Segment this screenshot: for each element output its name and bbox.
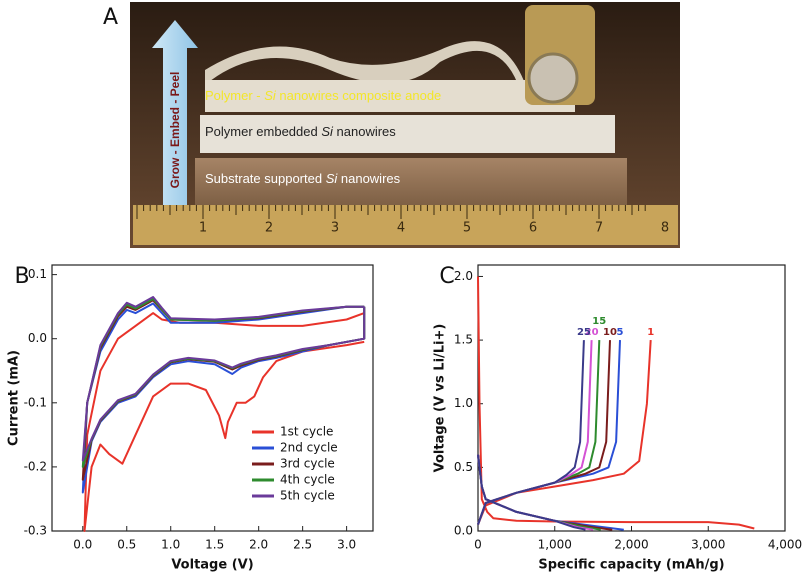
y-tick-label: 0.0 [454,524,473,538]
legend-label: 1st cycle [280,425,333,439]
battery-end [527,52,579,104]
series-line [477,276,755,530]
plot-frame [51,264,374,532]
y-tick-label: 2.0 [454,269,473,283]
ruler-label: 6 [529,221,537,236]
polymer-strip [200,115,615,153]
ruler [133,205,678,245]
photo-label: Polymer - Si nanowires composite anode [205,88,441,103]
legend-label: 2nd cycle [280,441,338,455]
y-tick-label: 0.1 [28,267,47,281]
y-tick-label: 0.5 [454,460,473,474]
label-part: nanowires composite anode [276,88,442,103]
series-label: 15 [592,316,606,327]
panel-label: C [439,264,454,289]
series-line [477,340,586,531]
x-tick-label: 3,000 [691,538,725,552]
x-tick-label: 2.0 [249,538,268,552]
arrow [152,20,198,205]
x-tick-label: 4,000 [768,538,802,552]
label-part: Si [326,171,339,186]
label-part: nanowires [337,171,400,186]
x-tick-label: 0 [474,538,482,552]
y-tick-label: 1.0 [454,396,473,410]
legend-label: 3rd cycle [280,457,335,471]
x-tick-label: 0.5 [117,538,136,552]
x-tick-label: 1.0 [161,538,180,552]
series-label: 5 [617,327,624,338]
x-axis-label: Voltage (V) [171,558,253,573]
ruler-marks: 1 2 3 4 5 6 7 8 [136,205,669,236]
ruler-label: 8 [661,221,669,236]
composite-strip [205,80,575,112]
y-tick-label: 1.5 [454,333,473,347]
x-tick-label: 0.0 [73,538,92,552]
legend-label: 5th cycle [280,489,335,503]
y-tick-label: -0.3 [24,524,47,538]
photo-label: Polymer embedded Si nanowires [205,124,396,139]
legend-label: 4th cycle [280,473,335,487]
ruler-label: 3 [331,221,339,236]
y-tick-label: 0.0 [28,331,47,345]
label-part: Substrate supported [205,171,326,186]
label-part: Polymer embedded [205,124,321,139]
series-label: 20 [585,327,599,338]
series-line [477,340,624,531]
ruler-label: 1 [199,221,207,236]
substrate [195,158,627,206]
series-label: 25 [577,327,591,338]
ruler-label: 5 [463,221,471,236]
x-tick-label: 1.5 [205,538,224,552]
panel-label: B [14,264,29,289]
series-line [83,312,365,532]
ruler-label: 7 [595,221,603,236]
panel-label: A [103,5,118,30]
label-part: Si [321,124,334,139]
series-line [81,296,366,462]
series-label: 1 [647,327,654,338]
y-axis-label: Current (mA) [7,350,22,446]
x-tick-label: 3.0 [337,538,356,552]
y-tick-label: -0.2 [24,459,47,473]
x-tick-label: 2,000 [614,538,648,552]
photo-label: Substrate supported Si nanowires [205,171,401,186]
label-part: Si [264,88,277,103]
film [205,41,528,92]
ruler-label: 2 [265,221,273,236]
y-axis-label: Voltage (V vs Li/Li+) [433,324,448,473]
label-part: Polymer - [205,88,264,103]
arrow-text: Grow - Embed - Peel [168,72,182,189]
y-tick-label: -0.1 [24,395,47,409]
x-tick-label: 1,000 [538,538,572,552]
x-axis-label: Specific capacity (mAh/g) [538,558,724,573]
label-part: nanowires [333,124,396,139]
series-label: 10 [603,327,617,338]
x-tick-label: 2.5 [293,538,312,552]
ruler-label: 4 [397,221,405,236]
